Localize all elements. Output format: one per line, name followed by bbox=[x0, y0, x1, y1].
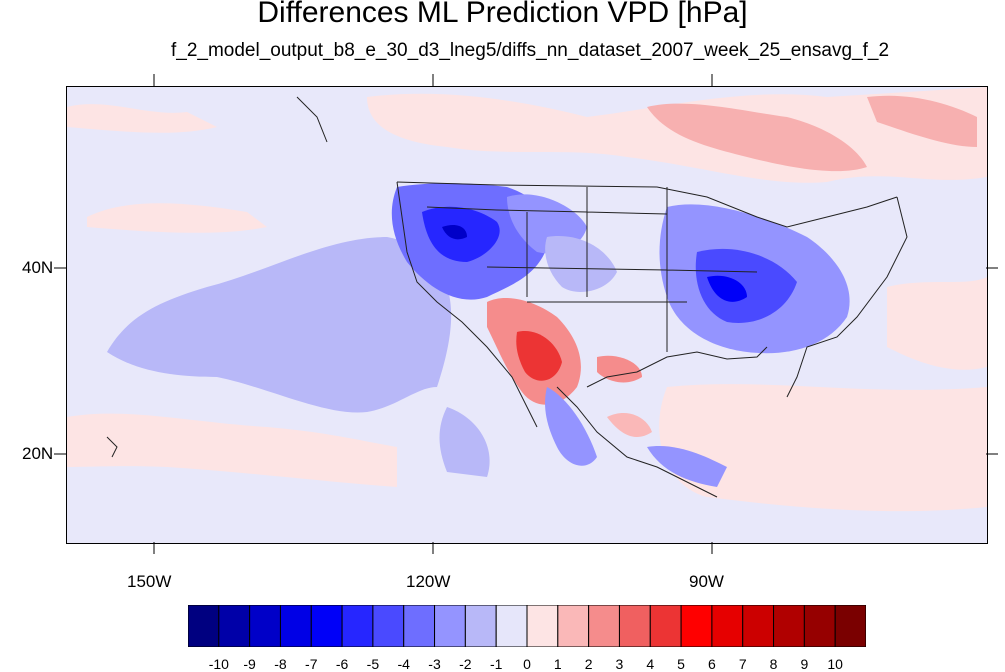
lon-label-120w: 120W bbox=[406, 572, 451, 591]
colorbar-tick-label: -1 bbox=[489, 656, 503, 672]
lat-label-40n: 40N bbox=[22, 258, 54, 277]
colorbar-swatch bbox=[834, 605, 866, 647]
colorbar-tick-label: -8 bbox=[274, 656, 287, 672]
colorbar-swatch bbox=[803, 605, 836, 647]
colorbar-swatch bbox=[649, 605, 682, 647]
colorbar-tick-label: -10 bbox=[208, 656, 229, 672]
colorbar-swatch bbox=[403, 605, 436, 647]
colorbar-tick-label: 2 bbox=[584, 656, 593, 672]
colorbar-tick-label: 9 bbox=[800, 656, 809, 672]
colorbar-swatch bbox=[188, 605, 220, 647]
colorbar-swatch bbox=[310, 605, 343, 647]
lat-label-20n: 20N bbox=[22, 444, 54, 463]
colorbar-tick-label: 5 bbox=[677, 656, 685, 672]
map-title: Differences ML Prediction VPD [hPa] bbox=[257, 0, 748, 29]
colorbar-swatch bbox=[526, 605, 559, 647]
colorbar-swatch bbox=[742, 605, 775, 647]
colorbar-swatch bbox=[680, 605, 713, 647]
colorbar bbox=[188, 605, 866, 647]
colorbar-tick-label: 6 bbox=[708, 656, 716, 672]
colorbar-swatch bbox=[588, 605, 620, 647]
colorbar-swatch bbox=[279, 605, 312, 647]
colorbar-tick-label: 0 bbox=[523, 656, 531, 672]
colorbar-swatch bbox=[434, 605, 466, 647]
lon-label-150w: 150W bbox=[127, 572, 172, 591]
colorbar-tick-label: -3 bbox=[428, 656, 441, 672]
colorbar-tick-label: 1 bbox=[553, 656, 562, 672]
colorbar-tick-label: 10 bbox=[827, 656, 843, 672]
lon-label-90w: 90W bbox=[689, 572, 724, 591]
colorbar-swatch bbox=[249, 605, 281, 647]
colorbar-tick-label: -7 bbox=[305, 656, 318, 672]
colorbar-swatch bbox=[464, 605, 497, 647]
colorbar-tick-label: -9 bbox=[243, 656, 256, 672]
colorbar-tick-label: -6 bbox=[335, 656, 349, 672]
map-subtitle: f_2_model_output_b8_e_30_d3_lneg5/diffs_… bbox=[170, 40, 890, 61]
colorbar-tick-label: 8 bbox=[769, 656, 778, 672]
vpd-difference-field bbox=[67, 87, 987, 512]
colorbar-swatch bbox=[557, 605, 590, 647]
colorbar-swatch bbox=[618, 605, 651, 647]
colorbar-tick-label: -2 bbox=[459, 656, 472, 672]
colorbar-swatch bbox=[495, 605, 528, 647]
colorbar-tick-label: 3 bbox=[615, 656, 624, 672]
colorbar-swatch bbox=[711, 605, 744, 647]
map-plot-area bbox=[66, 86, 988, 544]
colorbar-swatch bbox=[773, 605, 805, 647]
colorbar-swatch bbox=[218, 605, 251, 647]
colorbar-tick-label: -4 bbox=[397, 656, 410, 672]
colorbar-swatch bbox=[372, 605, 405, 647]
colorbar-swatch bbox=[341, 605, 374, 647]
colorbar-tick-label: 4 bbox=[646, 656, 655, 672]
colorbar-tick-label: -5 bbox=[366, 656, 380, 672]
colorbar-tick-label: 7 bbox=[738, 656, 747, 672]
